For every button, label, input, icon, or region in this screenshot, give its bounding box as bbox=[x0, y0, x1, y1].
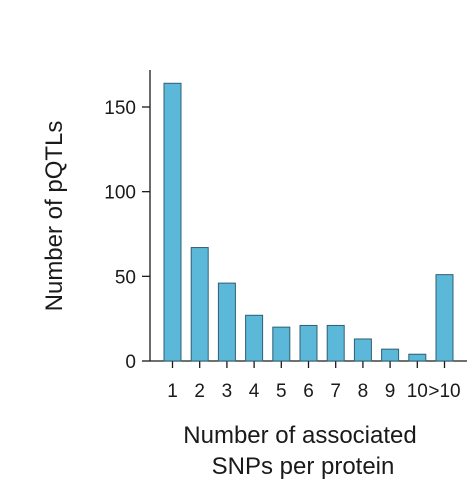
x-tick-label: 4 bbox=[249, 381, 260, 402]
y-tick-label: 100 bbox=[104, 183, 136, 204]
x-tick-label: 9 bbox=[385, 381, 396, 402]
bar bbox=[353, 338, 372, 362]
bars bbox=[163, 82, 454, 362]
y-tick-label: 150 bbox=[104, 98, 136, 119]
x-tick-label: 1 bbox=[167, 381, 178, 402]
bar bbox=[163, 82, 182, 362]
y-axis-title: Number of pQTLs bbox=[41, 121, 68, 312]
x-tick-label: 8 bbox=[358, 381, 369, 402]
x-tick-label: 10 bbox=[407, 381, 428, 402]
x-axis-title-line-2: SNPs per protein bbox=[212, 453, 395, 480]
x-axis-title-line-1: Number of associated bbox=[183, 422, 416, 449]
y-tick-label: 50 bbox=[115, 267, 136, 288]
bar bbox=[299, 324, 318, 362]
bar bbox=[408, 353, 427, 362]
bar bbox=[217, 282, 236, 362]
x-tick-label: 3 bbox=[222, 381, 233, 402]
x-tick-label: 2 bbox=[194, 381, 205, 402]
x-axis: 1 2 3 4 5 6 7 8 9 10 >10 bbox=[150, 360, 467, 402]
x-tick-label: >10 bbox=[428, 381, 460, 402]
y-tick-label: 0 bbox=[125, 352, 136, 373]
bar bbox=[272, 326, 291, 362]
y-ticks: 0 50 100 150 bbox=[104, 98, 150, 373]
bar bbox=[190, 247, 209, 362]
bar bbox=[435, 274, 454, 362]
x-tick-label: 6 bbox=[303, 381, 314, 402]
y-axis: 0 50 100 150 bbox=[104, 70, 151, 373]
bar bbox=[326, 324, 345, 362]
x-ticks: 1 2 3 4 5 6 7 8 9 10 >10 bbox=[167, 361, 461, 402]
bar bbox=[381, 348, 400, 362]
bar bbox=[245, 314, 264, 362]
x-tick-label: 5 bbox=[276, 381, 287, 402]
x-tick-label: 7 bbox=[330, 381, 341, 402]
